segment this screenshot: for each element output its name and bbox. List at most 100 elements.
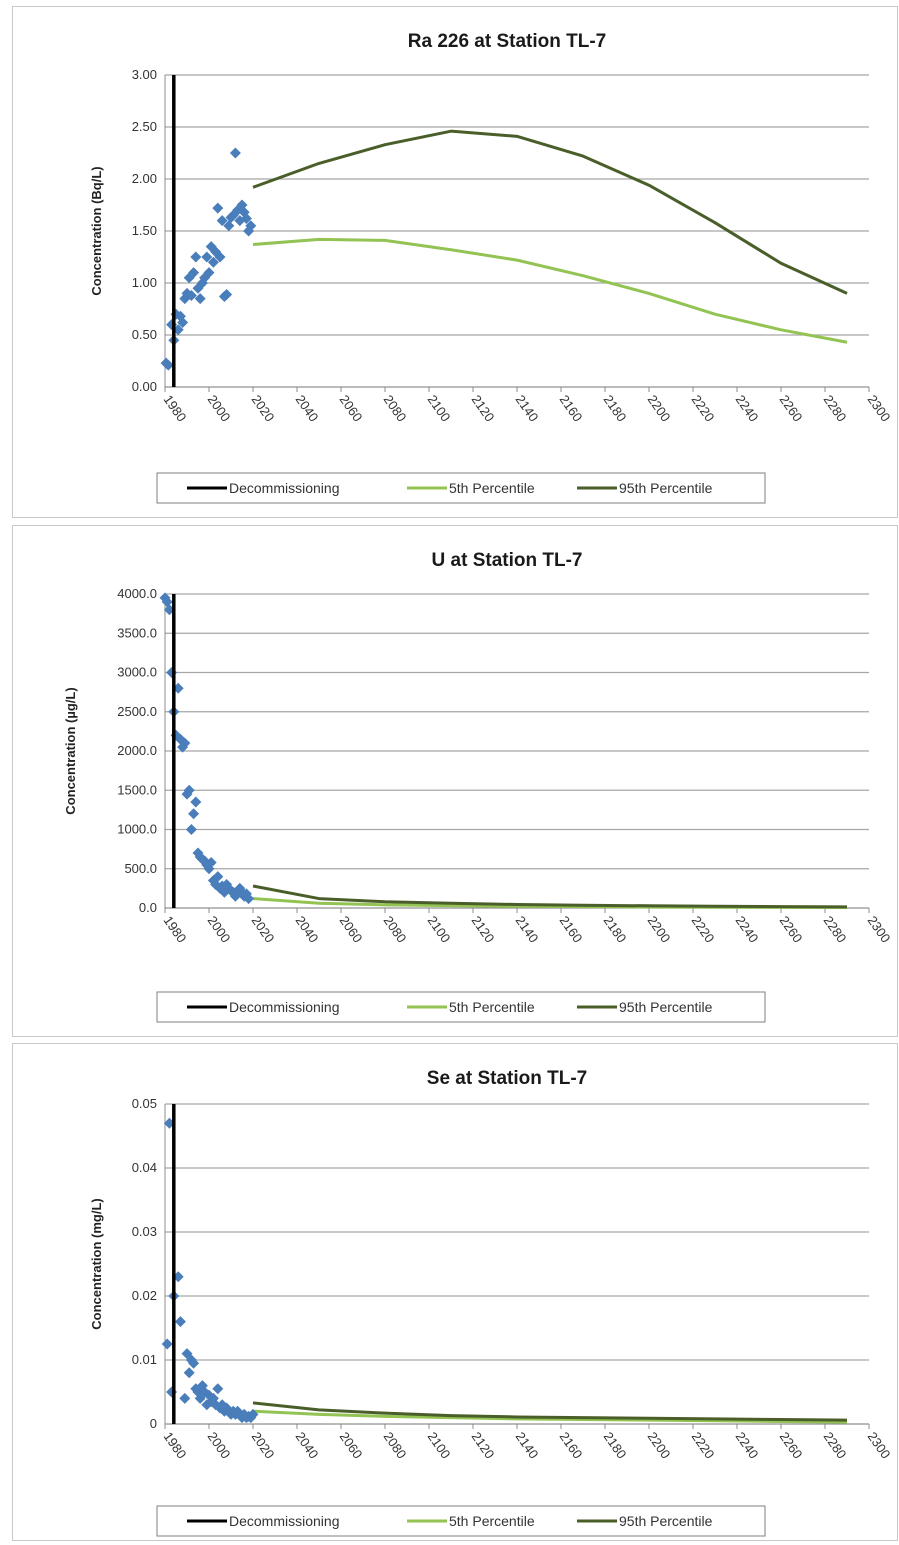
x-tick-label: 2020 bbox=[249, 392, 278, 424]
x-tick-label: 2260 bbox=[777, 913, 806, 945]
data-point bbox=[161, 1338, 173, 1350]
x-tick-label: 2300 bbox=[865, 392, 894, 424]
y-tick-label: 0 bbox=[150, 1416, 157, 1431]
data-point bbox=[201, 251, 213, 263]
y-tick-label: 4000.0 bbox=[117, 586, 157, 601]
data-point bbox=[185, 289, 197, 301]
x-tick-label: 2180 bbox=[601, 913, 630, 945]
data-point bbox=[240, 213, 252, 225]
y-tick-label: 0.00 bbox=[132, 379, 157, 394]
y-axis-title: Concentration (µg/L) bbox=[63, 687, 78, 814]
x-tick-label: 2040 bbox=[293, 392, 322, 424]
x-tick-label: 2120 bbox=[469, 913, 498, 945]
x-tick-label: 2200 bbox=[645, 392, 674, 424]
legend-5th-percentile: 5th Percentile bbox=[449, 999, 535, 1015]
x-tick-label: 2280 bbox=[821, 1429, 850, 1461]
x-tick-label: 2080 bbox=[381, 392, 410, 424]
data-point bbox=[162, 359, 174, 371]
y-axis-title: Concentration (Bq/L) bbox=[89, 166, 104, 295]
legend-5th-percentile: 5th Percentile bbox=[449, 480, 535, 496]
y-tick-label: 1.00 bbox=[132, 275, 157, 290]
x-tick-label: 1980 bbox=[161, 913, 190, 945]
x-tick-label: 2180 bbox=[601, 392, 630, 424]
x-tick-label: 2240 bbox=[733, 1429, 762, 1461]
legend-5th-percentile: 5th Percentile bbox=[449, 1513, 535, 1529]
line-95th-percentile bbox=[252, 884, 848, 909]
y-tick-label: 1.50 bbox=[132, 223, 157, 238]
x-tick-label: 2080 bbox=[381, 1429, 410, 1461]
x-tick-label: 2000 bbox=[205, 1429, 234, 1461]
x-tick-label: 2260 bbox=[777, 1429, 806, 1461]
x-tick-label: 2280 bbox=[821, 913, 850, 945]
data-point bbox=[183, 784, 195, 796]
x-tick-label: 2220 bbox=[689, 913, 718, 945]
y-tick-label: 0.05 bbox=[132, 1096, 157, 1111]
x-tick-label: 2020 bbox=[249, 913, 278, 945]
x-tick-label: 2300 bbox=[865, 913, 894, 945]
chart-panel-ra226: Ra 226 at Station TL-7 0.00 0.50 1.00 1.50 2.… bbox=[12, 6, 898, 518]
legend-95th-percentile: 95th Percentile bbox=[619, 480, 713, 496]
chart-title: Ra 226 at Station TL-7 bbox=[408, 31, 607, 52]
x-tick-label: 2160 bbox=[557, 913, 586, 945]
data-point bbox=[188, 1357, 200, 1369]
legend-box bbox=[156, 991, 766, 1023]
x-tick-label: 2120 bbox=[469, 1429, 498, 1461]
x-tick-label: 2300 bbox=[865, 1429, 894, 1461]
y-tick-label: 3500.0 bbox=[117, 625, 157, 640]
x-tick-label: 2020 bbox=[249, 1429, 278, 1461]
x-tick-label: 2100 bbox=[425, 913, 454, 945]
line-95th-percentile bbox=[252, 1401, 848, 1422]
y-tick-label: 500.0 bbox=[124, 861, 157, 876]
y-tick-label: 0.04 bbox=[132, 1160, 157, 1175]
x-tick-label: 2120 bbox=[469, 392, 498, 424]
y-tick-label: 0.0 bbox=[139, 900, 157, 915]
chart-ra226: Ra 226 at Station TL-7 0.00 0.50 1.00 1.50 2.… bbox=[89, 31, 894, 504]
y-tick-label: 0.03 bbox=[132, 1224, 157, 1239]
x-tick-label: 2100 bbox=[425, 1429, 454, 1461]
x-tick-label: 2000 bbox=[205, 913, 234, 945]
data-point bbox=[161, 596, 173, 608]
y-tick-label: 2000.0 bbox=[117, 743, 157, 758]
data-point bbox=[177, 317, 189, 329]
x-tick-label: 2040 bbox=[293, 913, 322, 945]
data-point bbox=[229, 147, 241, 159]
data-point bbox=[179, 737, 191, 749]
y-tick-label: 1000.0 bbox=[117, 822, 157, 837]
data-point bbox=[223, 220, 235, 232]
data-point bbox=[207, 1392, 219, 1404]
x-tick-label: 2040 bbox=[293, 1429, 322, 1461]
data-point bbox=[212, 202, 224, 214]
line-95th-percentile bbox=[252, 129, 848, 295]
y-tick-label: 0.50 bbox=[132, 327, 157, 342]
data-point bbox=[190, 251, 202, 263]
x-tick-label: 2000 bbox=[205, 392, 234, 424]
chart-u: U at Station TL-7 0.0 500.0 1000.0 1500.0 200… bbox=[63, 550, 894, 1023]
y-tick-label: 2500.0 bbox=[117, 704, 157, 719]
x-tick-label: 1980 bbox=[161, 1429, 190, 1461]
data-point bbox=[203, 267, 215, 279]
data-point bbox=[245, 220, 257, 232]
data-point bbox=[214, 251, 226, 263]
chart-panel-se: Se at Station TL-7 0 0.01 0.02 0.03 0.04 0.05 1… bbox=[12, 1043, 898, 1541]
x-tick-label: 2140 bbox=[513, 392, 542, 424]
line-5th-percentile bbox=[252, 237, 848, 344]
data-point bbox=[185, 824, 197, 835]
x-tick-label: 2160 bbox=[557, 1429, 586, 1461]
y-tick-label: 2.00 bbox=[132, 171, 157, 186]
x-tick-label: 2260 bbox=[777, 392, 806, 424]
x-tick-label: 2060 bbox=[337, 913, 366, 945]
chart-panel-u: U at Station TL-7 0.0 500.0 1000.0 1500.0 200… bbox=[12, 525, 898, 1037]
y-tick-label: 2.50 bbox=[132, 119, 157, 134]
x-tick-label: 2180 bbox=[601, 1429, 630, 1461]
line-5th-percentile bbox=[252, 1409, 848, 1424]
x-tick-label: 2100 bbox=[425, 392, 454, 424]
legend-95th-percentile: 95th Percentile bbox=[619, 1513, 713, 1529]
data-point bbox=[212, 1383, 224, 1395]
legend-box bbox=[156, 472, 766, 504]
x-tick-label: 2080 bbox=[381, 913, 410, 945]
legend-decommissioning: Decommissioning bbox=[229, 999, 339, 1015]
data-point bbox=[212, 871, 224, 883]
data-point bbox=[216, 215, 228, 227]
x-tick-label: 2200 bbox=[645, 1429, 674, 1461]
data-point bbox=[188, 267, 200, 279]
